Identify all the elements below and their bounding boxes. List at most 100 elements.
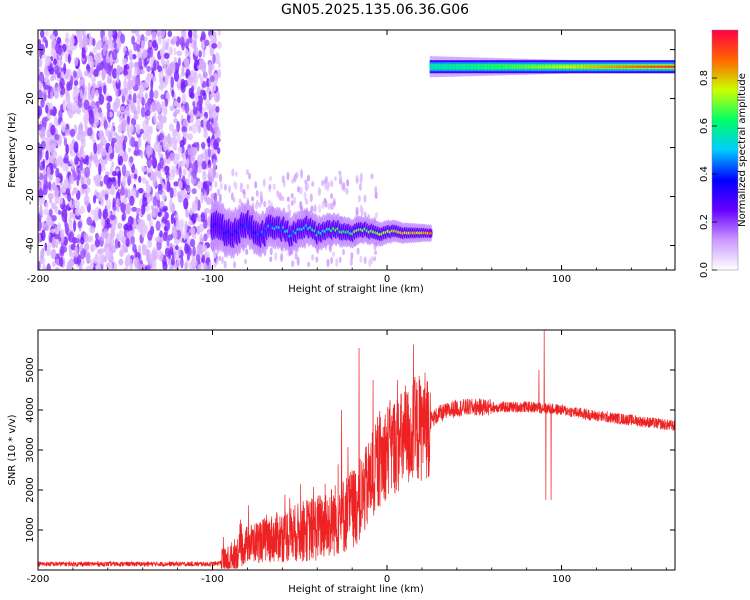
noise-speck: [131, 206, 138, 212]
track-b-core: [557, 65, 560, 68]
track-b-core: [621, 65, 625, 68]
noise-speck: [194, 60, 200, 66]
noise-speck: [73, 220, 77, 232]
spectrogram-y-tick-label: -40: [25, 237, 36, 253]
halo-speck: [262, 178, 266, 188]
halo-speck: [346, 179, 350, 187]
noise-speck: [84, 110, 90, 121]
noise-speck: [59, 245, 65, 258]
noise-speck: [74, 156, 79, 166]
noise-speck: [160, 94, 165, 100]
track-b-core: [455, 65, 459, 68]
track-b-core: [534, 65, 537, 68]
noise-speck: [208, 34, 215, 41]
noise-speck: [103, 228, 109, 239]
track-b-core: [618, 65, 621, 68]
noise-speck: [58, 209, 61, 216]
noise-speck: [151, 266, 157, 270]
track-b-core: [604, 65, 607, 68]
noise-speck: [80, 174, 85, 186]
noise-speck: [65, 222, 70, 234]
noise-speck: [172, 187, 177, 198]
noise-speck: [65, 144, 69, 155]
noise-speck: [58, 109, 63, 121]
noise-speck: [130, 117, 137, 126]
snr-line-group: [38, 330, 675, 570]
noise-speck: [117, 170, 122, 179]
halo-speck: [359, 172, 363, 181]
track-b-core: [670, 65, 673, 68]
noise-speck: [90, 209, 97, 216]
noise-speck: [169, 187, 174, 199]
noise-speck: [216, 90, 221, 102]
noise-speck: [168, 46, 173, 56]
noise-speck: [172, 229, 178, 240]
track-b-core: [588, 65, 591, 68]
noise-speck: [215, 106, 220, 113]
noise-speck: [165, 149, 170, 160]
noise-speck: [171, 89, 175, 97]
noise-speck: [40, 30, 45, 38]
track-b-core: [551, 65, 555, 68]
noise-speck: [55, 240, 59, 249]
track-b-core: [656, 65, 659, 68]
noise-speck: [175, 261, 180, 270]
noise-speck: [185, 177, 191, 186]
track-b-core: [487, 65, 490, 68]
noise-speck: [124, 152, 128, 163]
halo-speck: [223, 260, 227, 269]
snr-series-line: [38, 330, 675, 570]
noise-speck: [57, 222, 61, 233]
halo-speck: [332, 200, 336, 206]
noise-speck: [165, 219, 171, 231]
noise-speck: [196, 164, 203, 174]
noise-speck: [205, 197, 212, 206]
noise-speck: [113, 131, 118, 137]
noise-speck: [100, 217, 106, 228]
halo-speck: [248, 172, 252, 180]
noise-speck: [116, 39, 122, 50]
noise-speck: [200, 141, 206, 149]
noise-speck: [147, 41, 153, 48]
noise-speck: [118, 258, 124, 266]
halo-speck: [268, 183, 272, 190]
noise-speck: [185, 149, 189, 160]
noise-speck: [95, 65, 100, 73]
noise-speck: [211, 43, 218, 49]
track-b-core: [452, 65, 455, 68]
noise-speck: [162, 37, 166, 49]
noise-speck: [123, 135, 128, 143]
noise-speck: [200, 212, 206, 223]
noise-speck: [134, 248, 138, 260]
noise-speck: [173, 100, 178, 107]
noise-speck: [130, 235, 135, 245]
noise-speck: [99, 180, 104, 187]
noise-speck: [157, 65, 163, 73]
noise-speck: [146, 195, 151, 205]
colorbar-tick-label: 0.2: [699, 214, 710, 230]
halo-speck: [357, 194, 361, 203]
spectrogram-y-tick-label: 20: [25, 92, 36, 105]
track-b-core: [611, 65, 614, 68]
halo-speck: [272, 183, 276, 191]
noise-speck: [111, 161, 115, 168]
halo-speck: [218, 255, 222, 262]
noise-speck: [182, 168, 187, 176]
noise-speck: [168, 202, 172, 213]
noise-speck: [89, 259, 94, 270]
spectrogram-x-tick-label: 100: [552, 274, 571, 285]
noise-speck: [183, 230, 187, 241]
noise-speck: [70, 75, 74, 87]
noise-speck: [145, 30, 152, 37]
noise-speck: [78, 37, 84, 50]
noise-speck: [139, 128, 144, 135]
noise-speck: [212, 130, 216, 141]
halo-speck: [368, 258, 372, 268]
track-b-core: [434, 65, 438, 68]
noise-speck: [49, 197, 53, 204]
noise-speck: [154, 236, 161, 243]
noise-speck: [159, 77, 164, 87]
noise-speck: [157, 35, 162, 45]
noise-speck: [212, 53, 216, 65]
halo-speck: [281, 195, 285, 202]
